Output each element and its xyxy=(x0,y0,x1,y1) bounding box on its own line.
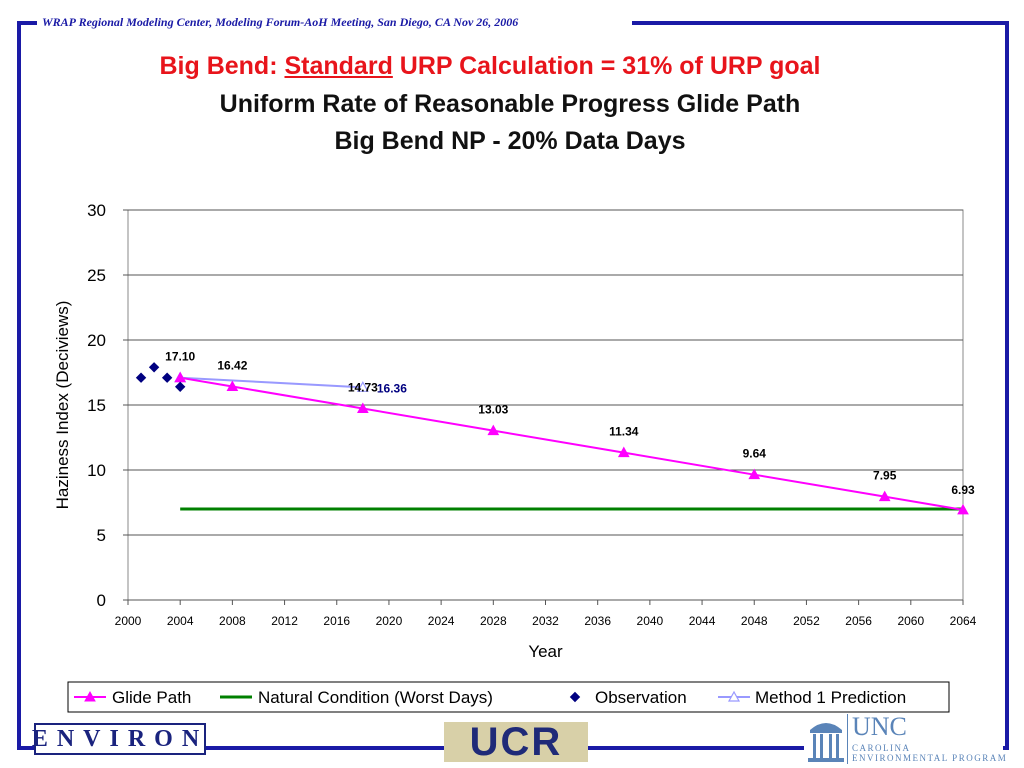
series-method-1-prediction-line xyxy=(180,376,363,389)
slide-title-prefix: Big Bend: xyxy=(159,52,285,80)
x-tick-label: 2064 xyxy=(950,614,977,628)
y-tick-label: 10 xyxy=(87,461,106,480)
x-tick-label: 2008 xyxy=(219,614,246,628)
x-tick-label: 2036 xyxy=(584,614,611,628)
legend-glide-path-label: Glide Path xyxy=(112,688,191,707)
y-tick-label: 15 xyxy=(87,396,106,415)
y-tick-label: 0 xyxy=(97,591,106,610)
x-tick-label: 2024 xyxy=(428,614,455,628)
y-tick-label: 25 xyxy=(87,266,106,285)
chart-title: Uniform Rate of Reasonable Progress Glid… xyxy=(219,90,801,118)
legend-observation-marker xyxy=(569,691,581,703)
x-tick-label: 2004 xyxy=(167,614,194,628)
series-glide-path-line xyxy=(180,376,964,511)
legend-box xyxy=(67,681,950,713)
glide-path-data-label: 13.03 xyxy=(478,403,508,417)
ucr-logo-text: UCR xyxy=(469,720,563,764)
legend-method-1-prediction-label: Method 1 Prediction xyxy=(755,688,906,707)
x-tick-label: 2000 xyxy=(115,614,142,628)
header-text: WRAP Regional Modeling Center, Modeling … xyxy=(42,15,519,29)
observation-point xyxy=(135,372,147,383)
glide-path-data-label: 9.64 xyxy=(743,447,767,461)
y-axis-title: Haziness Index (Deciviews) xyxy=(53,301,72,510)
x-tick-label: 2028 xyxy=(480,614,507,628)
ucr-logo: UCR xyxy=(444,722,588,762)
glide-path-data-label: 7.95 xyxy=(873,469,897,483)
observation-point xyxy=(148,362,160,373)
y-tick-label: 30 xyxy=(87,201,106,220)
unc-logo: UNC CAROLINA ENVIRONMENTAL PROGRAM xyxy=(804,712,1014,766)
environ-logo-text: ENVIRON xyxy=(31,725,209,752)
glide-path-point xyxy=(226,380,239,392)
method-1-prediction-point xyxy=(356,381,369,392)
x-tick-label: 2040 xyxy=(637,614,664,628)
old-well-icon xyxy=(808,723,844,762)
unc-logo-name: UNC xyxy=(852,712,907,741)
chart-subtitle: Big Bend NP - 20% Data Days xyxy=(334,127,686,155)
glide-path-point xyxy=(356,402,369,414)
glide-path-data-label: 16.42 xyxy=(217,359,247,373)
glide-path-point xyxy=(878,490,891,502)
legend-natural-condition-worst-days-label: Natural Condition (Worst Days) xyxy=(258,688,493,707)
slide-title-suffix: URP Calculation = 31% of URP goal xyxy=(392,52,821,80)
y-tick-label: 5 xyxy=(97,526,106,545)
glide-path-point xyxy=(487,424,500,436)
x-tick-label: 2052 xyxy=(793,614,820,628)
x-tick-label: 2012 xyxy=(271,614,298,628)
x-tick-label: 2060 xyxy=(897,614,924,628)
observation-point xyxy=(174,381,186,393)
observation-point xyxy=(161,372,173,383)
y-tick-label: 20 xyxy=(87,331,106,350)
unc-logo-sub: CAROLINA ENVIRONMENTAL PROGRAM xyxy=(852,743,1007,763)
environ-logo: ENVIRON xyxy=(31,723,209,755)
legend-observation-label: Observation xyxy=(595,688,687,707)
method-1-prediction-data-label: 16.36 xyxy=(377,381,407,395)
x-tick-label: 2048 xyxy=(741,614,768,628)
x-axis-title: Year xyxy=(528,642,563,661)
x-tick-label: 2016 xyxy=(323,614,350,628)
x-tick-label: 2056 xyxy=(845,614,872,628)
glide-path-point xyxy=(748,468,761,480)
glide-path-data-label: 14.73 xyxy=(348,381,378,395)
slide-title: Big Bend: Standard URP Calculation = 31%… xyxy=(0,52,980,81)
unc-divider xyxy=(847,714,848,764)
slide-title-underlined: Standard xyxy=(284,52,393,80)
unc-logo-sub-line1: CAROLINA xyxy=(852,743,911,753)
glide-path-point xyxy=(957,503,969,515)
x-tick-label: 2044 xyxy=(689,614,716,628)
legend-method-1-prediction-marker xyxy=(727,690,741,702)
x-tick-label: 2020 xyxy=(376,614,403,628)
glide-path-data-label: 6.93 xyxy=(951,483,975,497)
frame-top-right-border xyxy=(632,21,1009,750)
legend-glide-path-marker xyxy=(84,690,96,702)
glide-path-data-label: 17.10 xyxy=(165,350,195,364)
x-tick-label: 2032 xyxy=(532,614,559,628)
frame-top-left-border xyxy=(17,21,37,750)
glide-path-point xyxy=(617,446,630,458)
glide-path-data-label: 11.34 xyxy=(609,425,639,439)
unc-logo-sub-line2: ENVIRONMENTAL PROGRAM xyxy=(852,753,1008,763)
